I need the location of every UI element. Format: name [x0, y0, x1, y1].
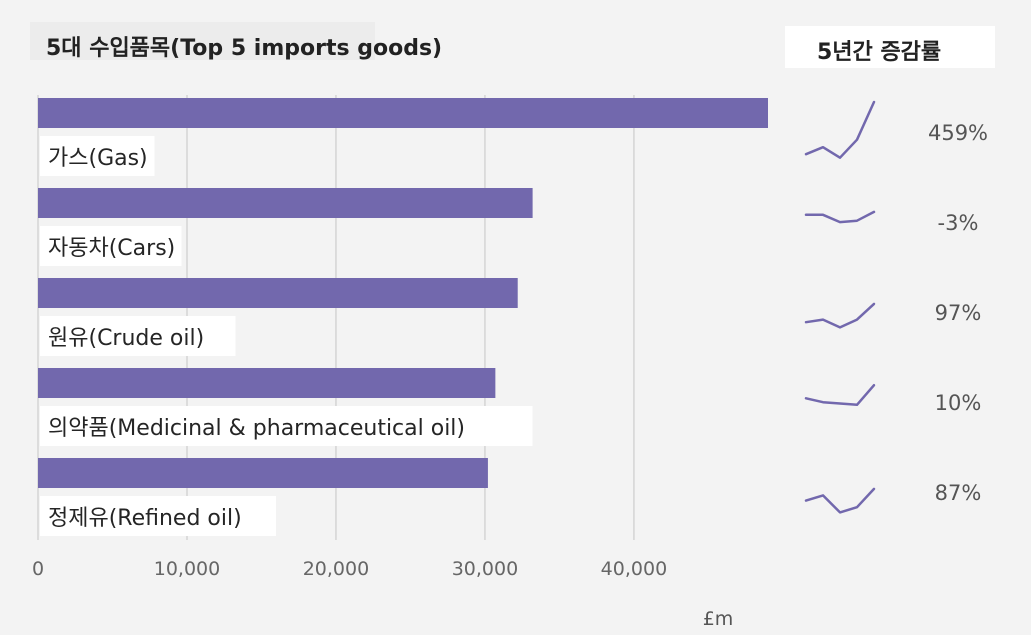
change-label: 10% — [935, 391, 982, 415]
category-label: 정제유(Refined oil) — [48, 506, 242, 531]
bar — [38, 278, 518, 308]
bar — [38, 188, 533, 218]
sparkline — [804, 210, 876, 224]
change-label: -3% — [938, 211, 979, 235]
sparklines — [804, 100, 876, 514]
category-label-background — [40, 226, 182, 266]
sparkline — [804, 302, 876, 329]
x-tick-label: 20,000 — [303, 558, 369, 580]
x-tick-label: 0 — [32, 558, 44, 580]
category-label: 의약품(Medicinal & pharmaceutical oil) — [48, 416, 465, 441]
change-label: 87% — [935, 481, 982, 505]
x-tick-label: 30,000 — [452, 558, 518, 580]
bar — [38, 458, 488, 488]
category-label-background — [40, 136, 155, 176]
category-labels: 가스(Gas) 자동차(Cars) 원유(Crude oil) 의약품(Medicin… — [40, 136, 533, 536]
x-tick-label: 40,000 — [601, 558, 667, 580]
sparkline — [804, 100, 876, 159]
category-label: 가스(Gas) — [48, 146, 148, 171]
x-axis-unit-label: £m — [703, 608, 734, 630]
change-labels: 459% -3% 97% 10% 87% — [928, 121, 988, 505]
sparkline — [804, 487, 876, 514]
bars — [38, 98, 768, 488]
category-label-background — [40, 316, 236, 356]
sparkline — [804, 383, 876, 407]
chart-title: 5대 수입품목(Top 5 imports goods) — [46, 36, 443, 61]
category-label: 원유(Crude oil) — [48, 326, 204, 351]
change-label: 97% — [935, 301, 982, 325]
x-axis-ticks: 0 10,000 20,000 30,000 40,000 — [32, 558, 667, 580]
trend-title-background — [785, 26, 995, 68]
trend-title: 5년간 증감률 — [817, 40, 942, 65]
x-tick-label: 10,000 — [154, 558, 220, 580]
change-label: 459% — [928, 121, 988, 145]
bar — [38, 368, 496, 398]
category-label: 자동차(Cars) — [48, 236, 175, 261]
category-label-background — [40, 406, 533, 446]
category-label-background — [40, 496, 276, 536]
bar — [38, 98, 768, 128]
title-background — [30, 22, 375, 60]
